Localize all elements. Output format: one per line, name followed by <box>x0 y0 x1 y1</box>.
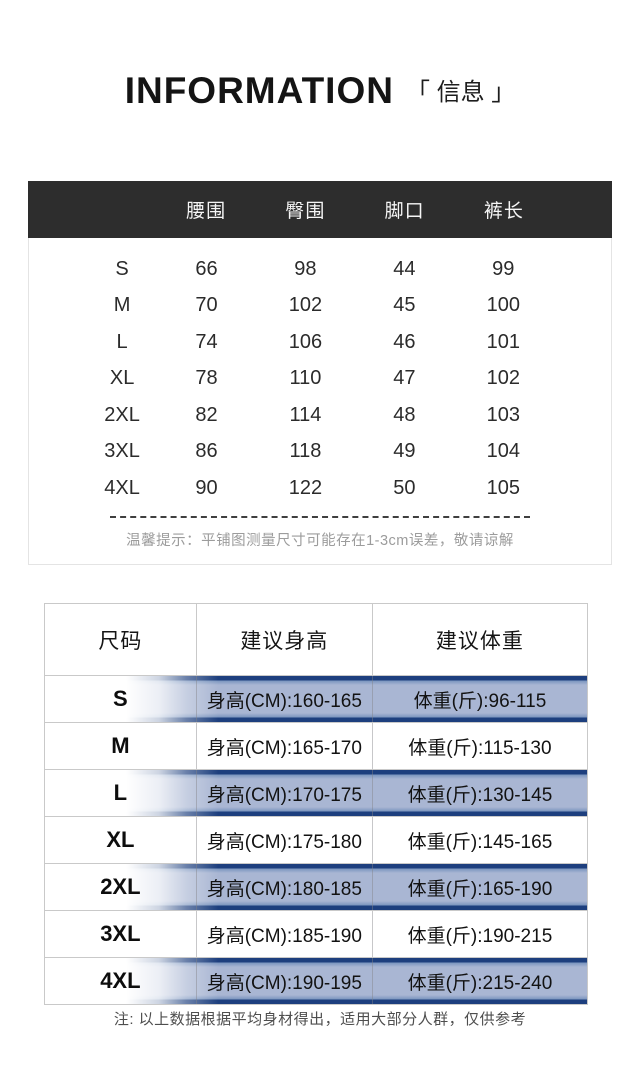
rec-table-row: S 身高(CM):160-165 体重(斤):96-115 <box>45 675 587 722</box>
size-table-row: M 70 102 45 100 <box>29 288 611 325</box>
size-table-row: 4XL 90 122 50 105 <box>29 470 611 507</box>
size-table-row: S 66 98 44 99 <box>29 251 611 288</box>
rec-header-size: 尺码 <box>45 604 197 675</box>
rec-weight-value: 体重(斤):190-215 <box>407 925 553 947</box>
waist-value: 82 <box>195 403 218 426</box>
rec-table-row: M 身高(CM):165-170 体重(斤):115-130 <box>45 722 587 769</box>
rec-height-value: 身高(CM):160-165 <box>197 676 373 722</box>
rec-size-label: M <box>45 723 197 769</box>
rec-weight-value: 体重(斤):115-130 <box>408 737 552 759</box>
rec-table-row: L 身高(CM):170-175 体重(斤):130-145 <box>45 769 587 816</box>
header-hip: 臀围 <box>285 201 326 222</box>
leg-opening-value: 44 <box>393 257 416 280</box>
rec-size-label: S <box>45 676 197 722</box>
rec-table-body: S 身高(CM):160-165 体重(斤):96-115 M 身高(CM):1… <box>45 675 587 1004</box>
size-label: L <box>116 330 128 353</box>
page-title-subtitle: 「 信息 」 <box>405 79 516 106</box>
length-value: 105 <box>486 476 520 499</box>
leg-opening-value: 46 <box>393 330 416 353</box>
rec-height-value: 身高(CM):180-185 <box>197 864 373 910</box>
recommendation-table: 尺码 建议身高 建议体重 S 身高(CM):160-165 体重(斤):96-1… <box>44 603 588 1005</box>
rec-size-label: XL <box>45 817 197 863</box>
rec-table-row: XL 身高(CM):175-180 体重(斤):145-165 <box>45 816 587 863</box>
rec-header-weight: 建议体重 <box>435 629 524 653</box>
header-leg-opening: 脚口 <box>384 201 425 222</box>
hip-value: 98 <box>294 257 317 280</box>
rec-size-label: 4XL <box>45 958 197 1004</box>
size-table-row: XL 78 110 47 102 <box>29 361 611 398</box>
size-label: 2XL <box>104 403 140 426</box>
rec-weight-value: 体重(斤):145-165 <box>407 831 553 853</box>
length-value: 102 <box>486 367 520 390</box>
waist-value: 70 <box>195 294 218 317</box>
dashed-divider <box>110 515 530 518</box>
length-value: 99 <box>492 257 515 280</box>
rec-weight-value: 体重(斤):96-115 <box>413 690 547 712</box>
rec-height-value: 身高(CM):170-175 <box>197 770 373 816</box>
leg-opening-value: 48 <box>393 403 416 426</box>
length-value: 100 <box>486 294 520 317</box>
rec-table-header: 尺码 建议身高 建议体重 <box>45 604 587 675</box>
length-value: 104 <box>486 440 520 463</box>
rec-height-value: 身高(CM):190-195 <box>197 958 373 1004</box>
rec-weight-value: 体重(斤):130-145 <box>407 784 553 806</box>
size-table-row: 2XL 82 114 48 103 <box>29 397 611 434</box>
hip-value: 102 <box>288 294 323 317</box>
size-label: 3XL <box>104 440 140 463</box>
leg-opening-value: 47 <box>393 367 416 390</box>
rec-size-label: L <box>45 770 197 816</box>
size-table-note: 温馨提示：平铺图测量尺寸可能存在1-3cm误差，敬请谅解 <box>126 532 514 549</box>
rec-table-row: 2XL 身高(CM):180-185 体重(斤):165-190 <box>45 863 587 910</box>
rec-height-value: 身高(CM):165-170 <box>197 723 373 769</box>
rec-weight-value: 体重(斤):215-240 <box>407 972 553 994</box>
hip-value: 122 <box>288 476 323 499</box>
size-table-body: S 66 98 44 99 M 70 102 45 100 L 74 106 4… <box>29 238 611 507</box>
leg-opening-value: 45 <box>393 294 416 317</box>
size-label: M <box>113 294 131 317</box>
size-measurement-table: 腰围 臀围 脚口 裤长 S 66 98 44 99 M 70 102 45 10… <box>28 181 612 565</box>
rec-table-row: 3XL 身高(CM):185-190 体重(斤):190-215 <box>45 910 587 957</box>
rec-height-value: 身高(CM):175-180 <box>197 817 373 863</box>
rec-size-label: 3XL <box>45 911 197 957</box>
rec-weight-value: 体重(斤):165-190 <box>407 878 553 900</box>
waist-value: 74 <box>195 330 218 353</box>
length-value: 103 <box>486 403 520 426</box>
page-title-main: INFORMATION <box>124 70 394 111</box>
size-label: 4XL <box>104 476 140 499</box>
hip-value: 110 <box>289 367 322 390</box>
waist-value: 90 <box>195 476 218 499</box>
leg-opening-value: 50 <box>393 476 416 499</box>
leg-opening-value: 49 <box>393 440 416 463</box>
waist-value: 86 <box>195 440 218 463</box>
hip-value: 118 <box>289 440 322 463</box>
rec-size-label: 2XL <box>45 864 197 910</box>
size-label: XL <box>109 367 135 390</box>
length-value: 101 <box>486 330 520 353</box>
page-title: INFORMATION 「 信息 」 <box>0 70 640 112</box>
hip-value: 106 <box>288 330 323 353</box>
size-label: S <box>115 257 129 280</box>
rec-table-row: 4XL 身高(CM):190-195 体重(斤):215-240 <box>45 957 587 1004</box>
rec-height-value: 身高(CM):185-190 <box>197 911 373 957</box>
hip-value: 114 <box>289 403 322 426</box>
rec-table-note: 注: 以上数据根据平均身材得出，适用大部分人群，仅供参考 <box>113 1011 527 1028</box>
waist-value: 66 <box>195 257 218 280</box>
size-table-row: L 74 106 46 101 <box>29 324 611 361</box>
header-waist: 腰围 <box>186 201 227 222</box>
waist-value: 78 <box>195 367 218 390</box>
size-table-row: 3XL 86 118 49 104 <box>29 434 611 471</box>
rec-header-height: 建议身高 <box>197 604 373 675</box>
size-table-header: 腰围 臀围 脚口 裤长 <box>28 181 612 238</box>
header-length: 裤长 <box>483 201 524 222</box>
